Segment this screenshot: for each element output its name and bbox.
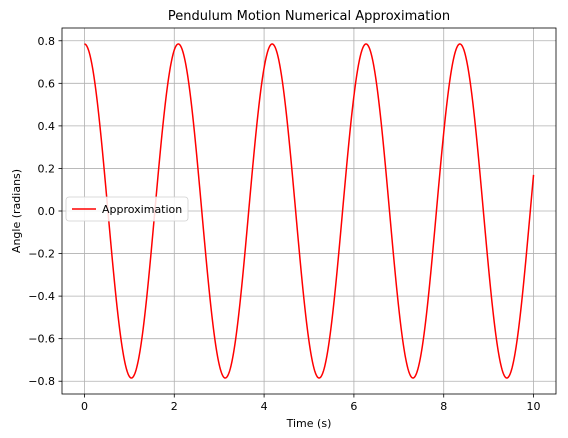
y-tick-label: 0.8	[38, 35, 56, 48]
x-tick-label: 0	[81, 400, 88, 413]
y-tick-label: −0.6	[28, 333, 55, 346]
y-tick-label: −0.4	[28, 290, 55, 303]
series-line-approximation	[84, 43, 535, 379]
x-tick-label: 6	[350, 400, 357, 413]
x-tick-label: 4	[261, 400, 268, 413]
legend: Approximation	[65, 196, 189, 222]
x-tick-label: 8	[440, 400, 447, 413]
y-tick-label: −0.8	[28, 375, 55, 388]
legend-box	[65, 196, 189, 222]
x-tick-label: 10	[527, 400, 541, 413]
y-tick-label: −0.2	[28, 248, 55, 261]
chart-title: Pendulum Motion Numerical Approximation	[168, 9, 450, 24]
x-tick-label: 2	[171, 400, 178, 413]
legend-label: Approximation	[102, 203, 182, 216]
x-axis-label: Time (s)	[286, 417, 332, 430]
y-tick-label: 0.0	[38, 205, 56, 218]
y-tick-label: 0.6	[38, 77, 56, 90]
y-tick-label: 0.2	[38, 162, 56, 175]
y-tick-label: 0.4	[38, 120, 56, 133]
y-axis-label: Angle (radians)	[10, 169, 23, 253]
